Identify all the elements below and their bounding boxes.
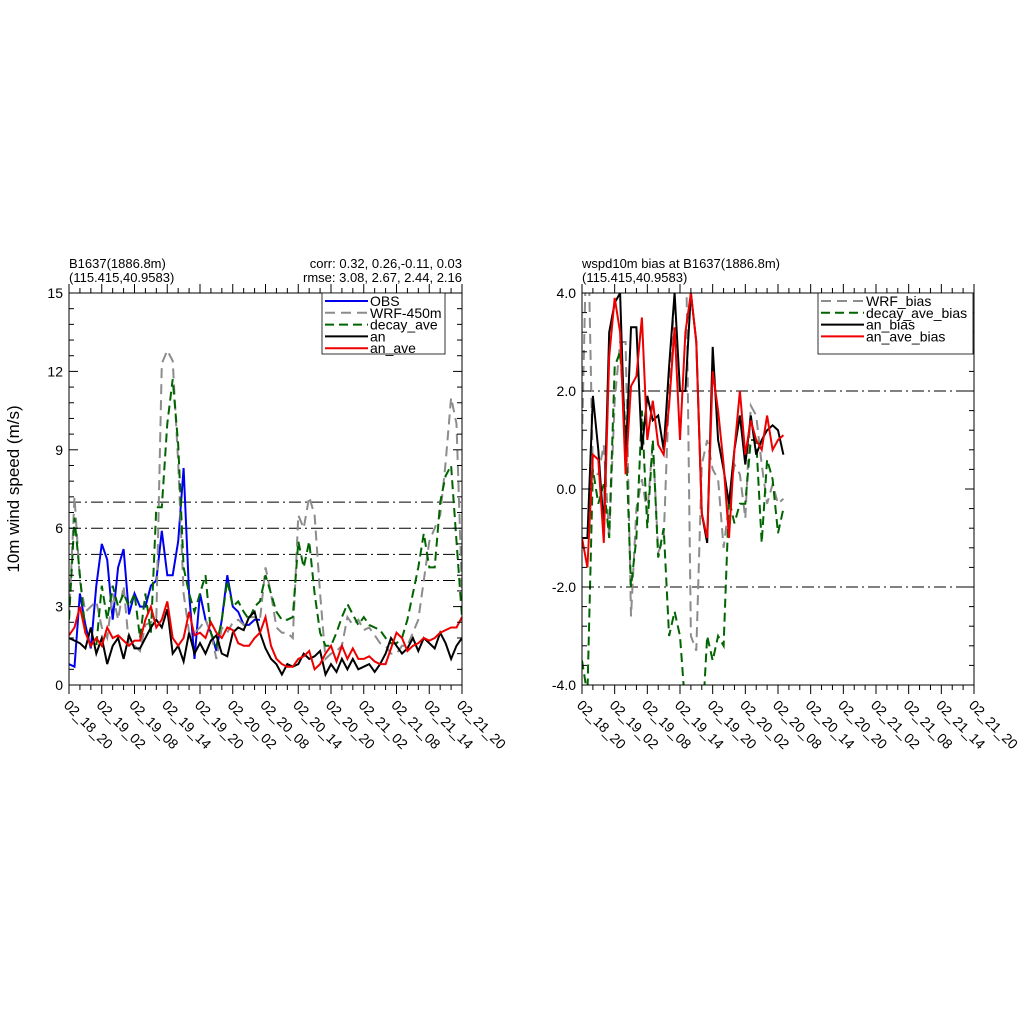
left-series-group bbox=[69, 348, 462, 678]
left-series-line-wrf-450m bbox=[69, 348, 462, 662]
left-legend-box bbox=[321, 292, 446, 355]
right-y-tick-label: -4.0 bbox=[552, 677, 576, 693]
left-y-tick-label: 3 bbox=[55, 599, 63, 615]
left-legend-label: OBS bbox=[370, 293, 400, 309]
left-title-rmse: rmse: 3.08, 2.67, 2.44, 2.16 bbox=[303, 270, 462, 285]
left-title-coords: (115.415,40.9583) bbox=[69, 270, 174, 285]
left-y-tick-label: 6 bbox=[55, 520, 63, 536]
left-y-tick-label: 9 bbox=[55, 442, 63, 458]
left-y-tick-label: 0 bbox=[55, 677, 63, 693]
left-legend-label: WRF-450m bbox=[370, 305, 442, 321]
right-y-tick-label: 2.0 bbox=[557, 383, 577, 399]
left-title-corr: corr: 0.32, 0.26,-0.11, 0.03 bbox=[310, 256, 462, 271]
right-legend-label: an_ave_bias bbox=[866, 328, 945, 344]
left-y-tick-label: 15 bbox=[47, 285, 63, 301]
left-series-line-an bbox=[69, 608, 462, 678]
left-panel: B1637(1886.8m) (115.415,40.9583) corr: 0… bbox=[4, 256, 509, 752]
right-series-line-wrf-bias bbox=[582, 293, 785, 652]
left-y-tick-label: 12 bbox=[47, 363, 63, 379]
right-series-line-an-ave-bias bbox=[582, 293, 785, 568]
left-y-axis-label: 10m wind speed (m/s) bbox=[4, 405, 23, 572]
right-legend-label: WRF_bias bbox=[866, 293, 931, 309]
left-series-line-obs bbox=[69, 468, 260, 669]
right-series-line-decay-ave-bias bbox=[582, 351, 785, 685]
left-series-line-an-ave bbox=[69, 601, 462, 672]
right-panel: wspd10m bias at B1637(1886.8m) (115.415,… bbox=[552, 256, 1022, 752]
right-y-tick-label: -2.0 bbox=[552, 579, 576, 595]
left-title-station: B1637(1886.8m) bbox=[69, 256, 166, 271]
right-y-tick-label: 4.0 bbox=[557, 285, 577, 301]
left-series-line-decay-ave bbox=[69, 379, 462, 650]
right-plot-frame bbox=[581, 292, 975, 686]
right-legend-label: an_bias bbox=[866, 317, 915, 333]
left-legend-label: an bbox=[370, 328, 386, 344]
right-legend-box bbox=[817, 292, 974, 355]
right-title: wspd10m bias at B1637(1886.8m) bbox=[581, 256, 780, 271]
left-legend-label: decay_ave bbox=[370, 317, 438, 333]
left-legend-label: an_ave bbox=[370, 340, 416, 356]
left-plot-frame bbox=[68, 292, 463, 686]
right-title-coords: (115.415,40.9583) bbox=[582, 270, 687, 285]
right-legend-label: decay_ave_bias bbox=[866, 305, 967, 321]
right-series-group bbox=[582, 293, 785, 685]
right-y-tick-label: 0.0 bbox=[557, 481, 577, 497]
